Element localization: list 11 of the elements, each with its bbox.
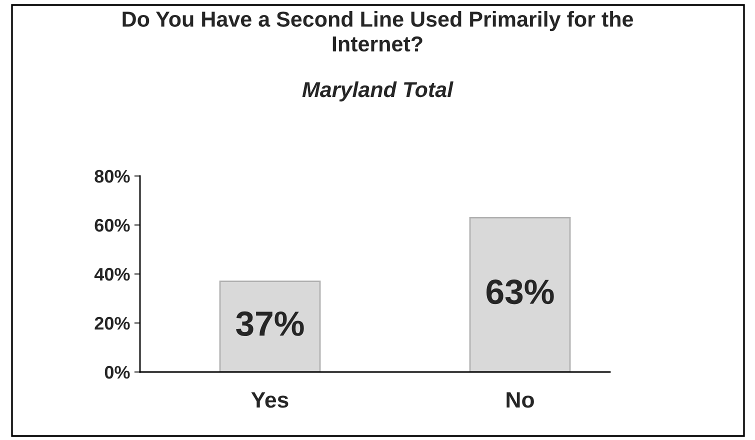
x-tick-label: No (506, 392, 534, 408)
y-tick-label: 20% (94, 316, 130, 330)
x-tick-label: Yes (251, 392, 288, 408)
y-tick-label: 60% (94, 218, 130, 232)
chart-title: Do You Have a Second Line Used Primarily for the Internet? (122, 11, 633, 52)
chart-subtitle: Maryland Total (302, 81, 454, 102)
data-label: 37% (236, 311, 304, 336)
y-tick-label: 0% (104, 366, 130, 379)
y-tick-label: 80% (94, 170, 130, 183)
y-tick-label: 40% (94, 268, 130, 281)
data-label: 63% (486, 280, 554, 304)
